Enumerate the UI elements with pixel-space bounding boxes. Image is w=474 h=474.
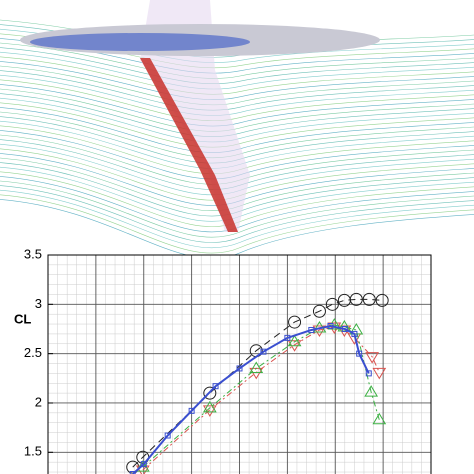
- streamline: [0, 88, 474, 132]
- streamline: [0, 93, 474, 137]
- streamline: [0, 47, 474, 85]
- point: [308, 326, 315, 333]
- point: [372, 412, 387, 425]
- point: [164, 432, 171, 439]
- point: [312, 325, 327, 337]
- point: [249, 361, 264, 373]
- point: [287, 334, 302, 347]
- streamline: [0, 176, 474, 233]
- streamline: [0, 79, 474, 122]
- streamline: [0, 199, 474, 259]
- point: [327, 318, 342, 330]
- fuselage-shade: [30, 33, 250, 51]
- point: [364, 385, 379, 397]
- point: [203, 386, 217, 400]
- point: [284, 334, 291, 341]
- point: [212, 383, 219, 390]
- streamline: [0, 61, 474, 100]
- streamline: [0, 42, 474, 79]
- point: [312, 304, 326, 318]
- y-tick-label: 1.5: [24, 444, 42, 459]
- plot-frame: [47, 254, 432, 474]
- y-tick-label: 3: [35, 296, 42, 311]
- wing-edge: [140, 58, 238, 232]
- streamline: [0, 70, 474, 111]
- wing: [140, 0, 250, 232]
- streamline: [0, 97, 474, 143]
- point: [260, 348, 267, 355]
- point: [140, 461, 147, 468]
- point: [362, 292, 376, 306]
- point: [341, 325, 348, 332]
- flow-visualization: [0, 0, 474, 259]
- point: [356, 350, 363, 357]
- streamline: [0, 185, 474, 243]
- streamline: [0, 194, 474, 254]
- y-axis-label: CL: [14, 311, 31, 326]
- point: [188, 407, 195, 414]
- point: [365, 352, 379, 364]
- streamline: [0, 180, 474, 238]
- point: [351, 330, 358, 337]
- point: [325, 297, 339, 311]
- streamline: [0, 189, 474, 249]
- point: [236, 365, 243, 372]
- point: [202, 400, 217, 413]
- streamline: [0, 65, 474, 106]
- point: [375, 293, 389, 307]
- series-line: [132, 325, 370, 474]
- series-line: [142, 326, 380, 471]
- y-tick-label: 2: [35, 394, 42, 409]
- y-tick-label: 2.5: [24, 345, 42, 360]
- streamline: [0, 84, 474, 127]
- y-tick-label: 3.5: [24, 246, 42, 261]
- point: [349, 292, 363, 306]
- streamline: [0, 102, 474, 148]
- streamline: [0, 51, 474, 90]
- point: [372, 367, 387, 380]
- point: [349, 323, 364, 335]
- point: [288, 315, 302, 329]
- point: [327, 323, 334, 330]
- streamline: [0, 74, 474, 116]
- point: [129, 471, 136, 474]
- streamline: [0, 56, 474, 95]
- point: [365, 370, 372, 377]
